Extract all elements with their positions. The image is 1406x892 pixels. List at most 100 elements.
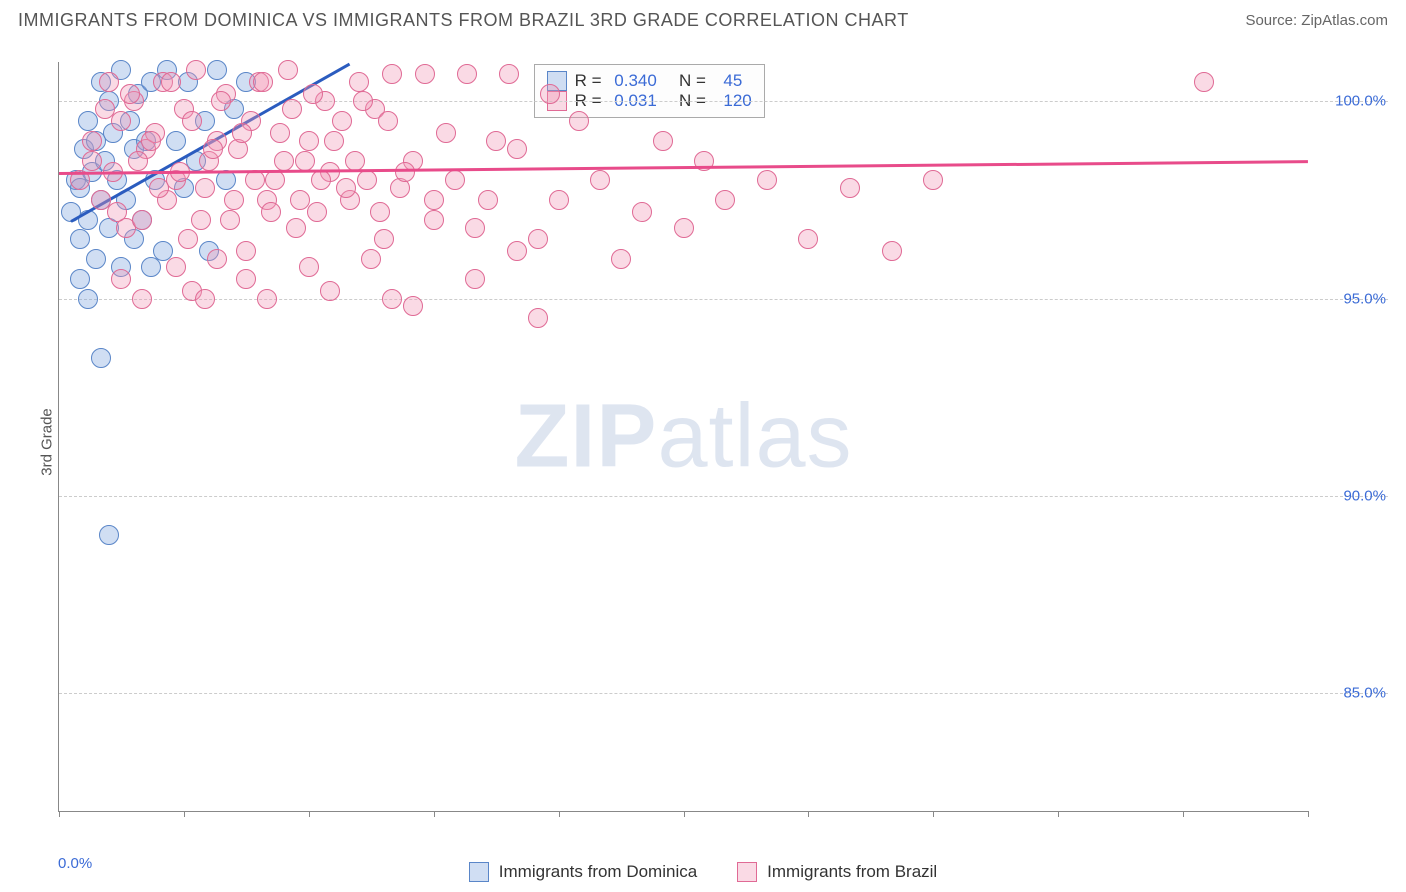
data-point	[299, 131, 319, 151]
stat-r-value: 0.340	[614, 71, 657, 91]
data-point	[357, 170, 377, 190]
data-point	[91, 348, 111, 368]
data-point	[590, 170, 610, 190]
data-point	[232, 123, 252, 143]
data-point	[111, 269, 131, 289]
data-point	[757, 170, 777, 190]
data-point	[415, 64, 435, 84]
data-point	[82, 131, 102, 151]
data-point	[307, 202, 327, 222]
data-point	[182, 111, 202, 131]
data-point	[286, 218, 306, 238]
data-point	[499, 64, 519, 84]
x-tick	[309, 811, 310, 817]
stats-row: R = 0.340 N = 45	[547, 71, 752, 91]
data-point	[278, 60, 298, 80]
data-point	[207, 249, 227, 269]
data-point	[274, 151, 294, 171]
data-point	[653, 131, 673, 151]
data-point	[270, 123, 290, 143]
data-point	[195, 178, 215, 198]
x-tick	[1058, 811, 1059, 817]
data-point	[132, 210, 152, 230]
data-point	[70, 269, 90, 289]
data-point	[395, 162, 415, 182]
data-point	[361, 249, 381, 269]
legend-label: Immigrants from Dominica	[499, 862, 697, 882]
data-point	[378, 111, 398, 131]
stat-n-value: 45	[719, 71, 743, 91]
data-point	[345, 151, 365, 171]
data-point	[303, 84, 323, 104]
data-point	[70, 229, 90, 249]
data-point	[465, 218, 485, 238]
data-point	[290, 190, 310, 210]
data-point	[840, 178, 860, 198]
data-point	[141, 257, 161, 277]
y-tick-label: 95.0%	[1314, 290, 1386, 307]
x-tick	[434, 811, 435, 817]
x-tick	[684, 811, 685, 817]
data-point	[107, 202, 127, 222]
data-point	[86, 249, 106, 269]
data-point	[220, 210, 240, 230]
data-point	[203, 139, 223, 159]
data-point	[465, 269, 485, 289]
data-point	[207, 60, 227, 80]
data-point	[324, 131, 344, 151]
data-point	[382, 64, 402, 84]
source-label: Source: ZipAtlas.com	[1245, 12, 1388, 29]
data-point	[141, 131, 161, 151]
data-point	[320, 281, 340, 301]
data-point	[261, 202, 281, 222]
legend-swatch	[469, 862, 489, 882]
data-point	[611, 249, 631, 269]
data-point	[257, 289, 277, 309]
data-point	[149, 178, 169, 198]
data-point	[424, 190, 444, 210]
watermark: ZIPatlas	[514, 385, 852, 488]
data-point	[549, 190, 569, 210]
data-point	[923, 170, 943, 190]
data-point	[95, 99, 115, 119]
x-tick	[933, 811, 934, 817]
y-tick-label: 100.0%	[1314, 93, 1386, 110]
data-point	[282, 99, 302, 119]
data-point	[353, 91, 373, 111]
data-point	[299, 257, 319, 277]
data-point	[178, 229, 198, 249]
plot-region: ZIPatlas R = 0.340 N = 45R = 0.031 N = 1…	[58, 62, 1308, 812]
data-point	[120, 84, 140, 104]
grid-line	[59, 693, 1388, 694]
data-point	[507, 139, 527, 159]
legend-item: Immigrants from Brazil	[737, 862, 937, 882]
y-tick-label: 85.0%	[1314, 684, 1386, 701]
data-point	[236, 269, 256, 289]
chart-title: IMMIGRANTS FROM DOMINICA VS IMMIGRANTS F…	[18, 10, 909, 31]
legend-swatch	[737, 862, 757, 882]
x-tick	[1308, 811, 1309, 817]
data-point	[166, 257, 186, 277]
stats-legend-box: R = 0.340 N = 45R = 0.031 N = 120	[534, 64, 765, 118]
data-point	[132, 289, 152, 309]
x-tick	[808, 811, 809, 817]
data-point	[882, 241, 902, 261]
x-tick	[559, 811, 560, 817]
data-point	[507, 241, 527, 261]
data-point	[632, 202, 652, 222]
data-point	[1194, 72, 1214, 92]
x-tick	[1183, 811, 1184, 817]
stat-n-label: N =	[665, 71, 711, 91]
data-point	[382, 289, 402, 309]
data-point	[99, 525, 119, 545]
data-point	[486, 131, 506, 151]
data-point	[99, 72, 119, 92]
chart-area: 3rd Grade ZIPatlas R = 0.340 N = 45R = 0…	[18, 42, 1388, 842]
data-point	[457, 64, 477, 84]
x-tick	[59, 811, 60, 817]
data-point	[311, 170, 331, 190]
data-point	[128, 151, 148, 171]
data-point	[195, 289, 215, 309]
grid-line	[59, 101, 1388, 102]
data-point	[540, 84, 560, 104]
